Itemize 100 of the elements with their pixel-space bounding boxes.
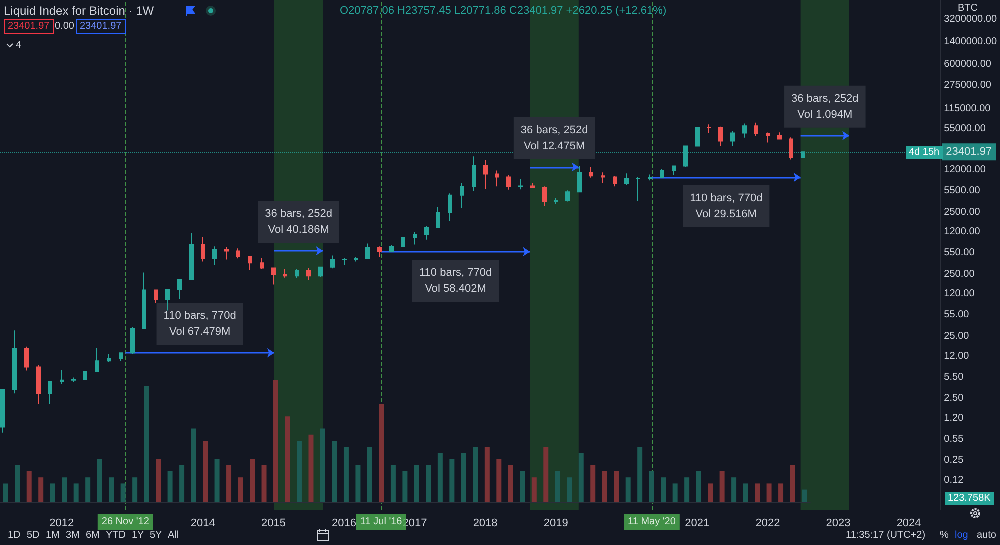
candlestick <box>554 198 558 205</box>
candlestick <box>95 348 99 372</box>
candlestick <box>342 257 347 266</box>
candlestick <box>83 371 87 381</box>
bar <box>250 459 256 502</box>
candlestick <box>436 206 440 228</box>
bar <box>778 484 784 502</box>
text: 3M <box>66 529 80 542</box>
y-tick-label: 5500.00 <box>944 186 981 197</box>
candlestick <box>754 122 758 137</box>
candlestick <box>624 173 629 186</box>
annotation: 36 bars, 252d Vol 1.094M <box>792 92 859 121</box>
candlestick <box>448 193 452 222</box>
candlestick <box>789 137 793 160</box>
y-tick-label: 0.12 <box>944 474 964 486</box>
candlestick <box>472 156 476 192</box>
text: YTD <box>106 529 126 542</box>
bar <box>802 490 808 502</box>
bar <box>473 447 478 502</box>
bar <box>274 380 279 502</box>
bar <box>214 459 220 502</box>
bar <box>414 465 420 502</box>
chart-subtitle: O20787.06 H23757.45 L20771.86 C23401.97 +2620.25 (+12.61%) <box>340 5 667 17</box>
bar <box>508 465 514 502</box>
candlestick <box>766 132 770 144</box>
bar <box>520 472 526 502</box>
bar <box>356 465 361 502</box>
x-tick-label: 2012 <box>50 518 74 530</box>
candlestick <box>318 266 323 278</box>
candlestick <box>142 272 146 330</box>
text: 11:35:17 (UTC+2) <box>846 529 926 542</box>
annotation: 4d 15h <box>906 146 943 159</box>
ref-line-label: 11 May '20 <box>628 516 676 528</box>
candlestick <box>201 236 205 262</box>
candlestick <box>518 178 523 190</box>
bar <box>238 478 244 502</box>
bar <box>732 478 737 502</box>
bar <box>743 484 748 502</box>
candlestick <box>565 190 570 202</box>
bar <box>649 472 654 502</box>
bar <box>308 434 314 502</box>
y-tick-label: 1400000.00 <box>944 36 998 48</box>
bar <box>684 478 690 502</box>
x-tick-label: 2016 <box>332 518 356 530</box>
candlestick <box>530 182 535 189</box>
ref-line-label: 23401.97 <box>946 146 992 158</box>
x-tick-label: 2021 <box>685 518 710 530</box>
y-tick-label: 2.50 <box>944 393 964 404</box>
bar <box>367 447 372 502</box>
candlestick <box>577 166 582 193</box>
bar <box>86 478 91 502</box>
candlestick <box>506 174 511 190</box>
bar <box>203 441 208 502</box>
text: 1M <box>46 529 60 542</box>
bar <box>720 472 725 502</box>
bar <box>450 459 455 502</box>
candlestick <box>48 380 52 406</box>
candlestick <box>695 126 700 147</box>
candlestick <box>742 123 747 138</box>
bar <box>132 478 138 502</box>
candlestick <box>71 377 76 383</box>
y-tick-label: 25.00 <box>944 330 970 342</box>
text: 1Y <box>132 529 144 542</box>
y-tick-label: 2500.00 <box>944 206 981 218</box>
annotation: 36 bars, 252d Vol 12.475M <box>520 124 588 152</box>
y-tick-label: 1200.00 <box>944 226 981 238</box>
candlestick <box>212 246 217 266</box>
text: auto <box>977 529 996 542</box>
candlestick <box>777 132 782 140</box>
candlestick <box>224 246 229 260</box>
x-tick-label: 2015 <box>261 518 286 530</box>
candlestick <box>306 268 311 281</box>
bar <box>426 465 432 502</box>
candlestick <box>154 290 158 304</box>
bar <box>532 478 537 502</box>
candlestick <box>707 124 711 134</box>
bar <box>578 453 584 502</box>
annotation: 110 bars, 770d Vol 58.402M <box>419 266 492 295</box>
bar <box>120 484 126 502</box>
bar <box>226 465 232 502</box>
bar <box>144 386 150 502</box>
candlestick <box>601 172 605 184</box>
bar <box>438 453 443 502</box>
y-tick-label: 5.50 <box>944 372 964 383</box>
text: 5Y <box>150 529 162 542</box>
candlestick <box>36 365 41 406</box>
bar <box>168 472 173 502</box>
y-tick-label: 250.00 <box>944 268 976 280</box>
bar <box>390 465 396 502</box>
candlestick <box>389 244 394 253</box>
candlestick <box>271 267 276 286</box>
bar <box>461 453 466 502</box>
bar <box>555 472 560 502</box>
bar <box>50 484 56 502</box>
candlestick <box>12 330 17 394</box>
candlestick <box>330 255 335 270</box>
candlestick <box>424 226 429 240</box>
y-tick-label: 0.25 <box>944 455 964 466</box>
chart-title: Liquid Index for Bitcoin · 1W <box>4 4 154 18</box>
candlestick <box>730 130 735 147</box>
